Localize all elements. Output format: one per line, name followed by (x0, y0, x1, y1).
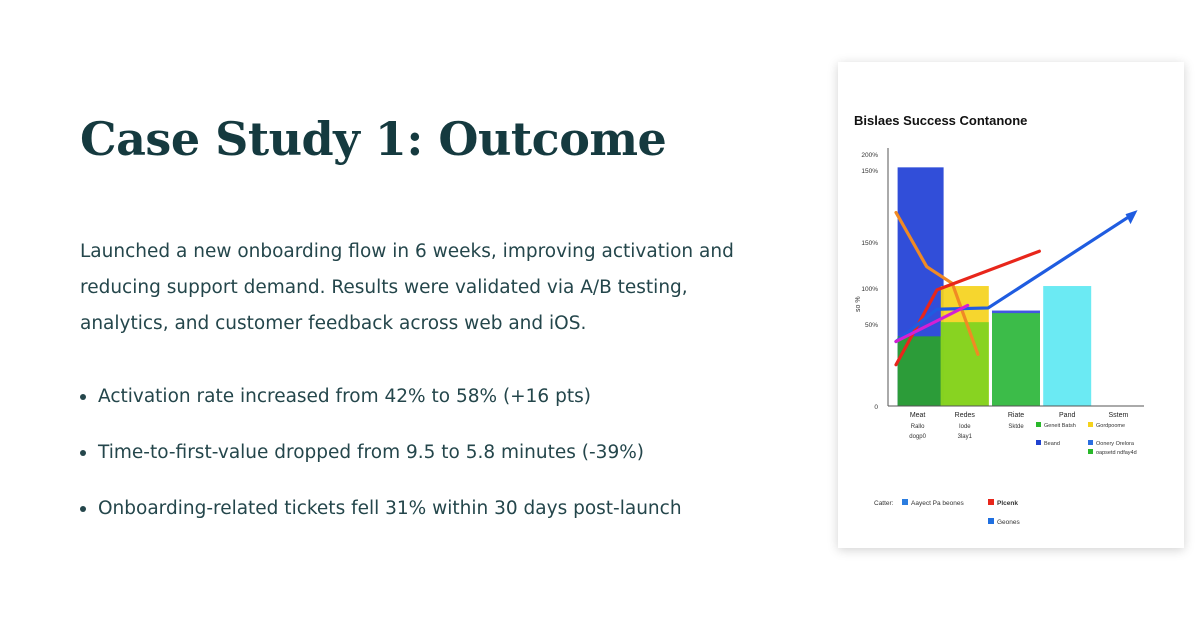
legend-swatch (1088, 449, 1093, 454)
y-tick-label: 150% (861, 240, 878, 247)
x-sublabel: dogp0 (909, 434, 926, 440)
slide-title: Case Study 1: Outcome (80, 112, 667, 166)
bar (940, 322, 989, 406)
x-tick-label: Pand (1059, 412, 1075, 419)
series-line (894, 210, 980, 356)
footer-legend-prefix: Catter: (874, 500, 894, 507)
x-tick-label: Sstem (1108, 412, 1128, 419)
chart-title: Bislaes Success Contanone (854, 113, 1027, 128)
y-tick-label: 150% (861, 168, 878, 175)
x-tick-label: Riate (1008, 412, 1024, 419)
bar (1043, 286, 1092, 406)
legend-swatch (1036, 440, 1041, 445)
legend-swatch (1036, 422, 1041, 427)
bars (897, 167, 1092, 406)
footer-legend-swatch (988, 499, 994, 505)
legend-label: Gordpoome (1096, 423, 1125, 429)
y-axis-label: so % (855, 296, 862, 312)
footer-legend-label: Plcenk (997, 500, 1018, 507)
arrow-head (1125, 210, 1138, 225)
legend-swatch (1088, 422, 1093, 427)
y-tick-label: 50% (865, 322, 878, 329)
x-sublabel: Sktde (1008, 424, 1024, 430)
list-item: Time-to-first-value dropped from 9.5 to … (80, 436, 780, 469)
footer-legend-label: Geones (997, 519, 1021, 526)
footer-legend-swatch (902, 499, 908, 505)
legend-label: Beand (1044, 441, 1060, 447)
legend: Geneit Batsh Gordpoome Beand Oonery Orelora… (1036, 422, 1137, 456)
y-tick-label: 100% (861, 286, 878, 293)
chart-card: Bislaes Success Contanone 0 50% 100% 150% 15… (838, 62, 1184, 548)
x-sublabel: 3lay1 (958, 434, 973, 440)
list-item: Onboarding-related tickets fell 31% with… (80, 492, 780, 525)
legend-label: Geneit Batsh (1044, 423, 1076, 429)
x-sublabel: Iode (959, 424, 971, 430)
x-labels: Meat Rallo dogp0 Redes Iode 3lay1 Riate Sktde Pa… (909, 412, 1128, 440)
chart-svg: Bislaes Success Contanone 0 50% 100% 150% 15… (854, 113, 1144, 526)
x-sublabel: Rallo (911, 424, 925, 430)
legend-label: Oonery Orelora (1096, 441, 1135, 447)
y-tick-label: 200% (861, 152, 878, 159)
series-line (894, 249, 1041, 367)
outcome-list: Activation rate increased from 42% to 58… (80, 380, 780, 548)
footer-legend: Catter: Aayect Pa beones Plcenk Geones (874, 499, 1021, 526)
x-tick-label: Meat (910, 412, 926, 419)
trend-lines (894, 210, 1138, 367)
bar (992, 313, 1040, 406)
intro-paragraph: Launched a new onboarding flow in 6 week… (80, 241, 734, 334)
footer-legend-label: Aayect Pa beones (911, 500, 965, 507)
x-tick-label: Redes (955, 412, 976, 419)
y-ticks: 0 50% 100% 150% 150% 200% (861, 152, 878, 411)
legend-swatch (1088, 440, 1093, 445)
list-item: Activation rate increased from 42% to 58… (80, 380, 780, 413)
y-tick-label: 0 (874, 404, 878, 411)
legend-label: oapsetd ndfay4d (1096, 450, 1137, 456)
footer-legend-swatch (988, 518, 994, 524)
series-line (894, 303, 970, 344)
